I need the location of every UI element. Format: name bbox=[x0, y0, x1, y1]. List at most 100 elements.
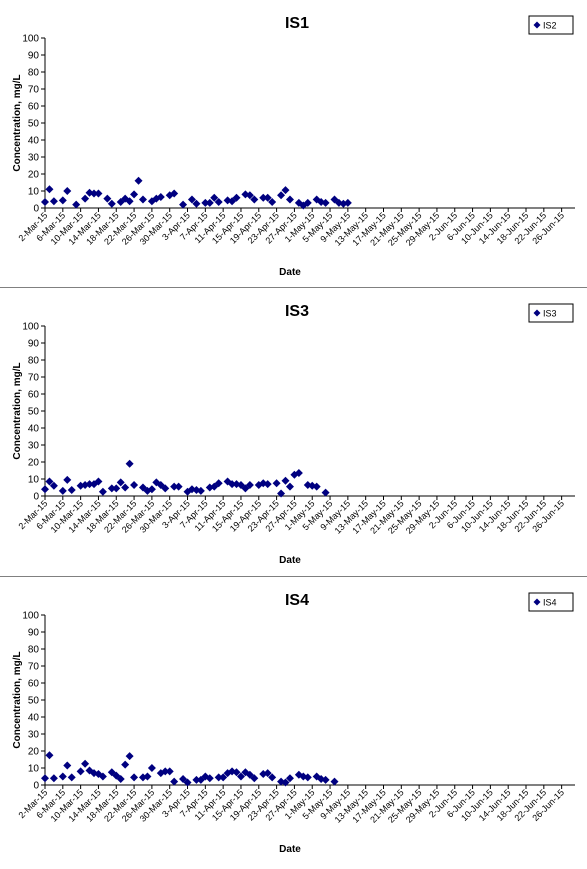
data-point bbox=[130, 773, 139, 782]
data-point bbox=[49, 774, 58, 783]
data-point bbox=[98, 487, 107, 496]
panel-divider bbox=[0, 287, 587, 288]
data-point bbox=[125, 752, 134, 761]
y-tick-label: 100 bbox=[22, 34, 39, 45]
x-axis-label: Date bbox=[279, 844, 301, 855]
data-point bbox=[161, 767, 170, 776]
data-point bbox=[63, 475, 72, 484]
data-point bbox=[49, 481, 58, 490]
data-point bbox=[94, 769, 103, 778]
data-point bbox=[41, 774, 49, 783]
y-tick-label: 90 bbox=[28, 51, 40, 62]
data-point bbox=[81, 759, 90, 768]
data-point bbox=[45, 477, 54, 486]
data-point bbox=[232, 193, 241, 202]
data-point bbox=[196, 486, 205, 495]
data-point bbox=[285, 482, 294, 491]
data-point bbox=[183, 778, 192, 787]
data-point bbox=[250, 774, 259, 783]
legend: IS3 bbox=[528, 303, 574, 323]
y-tick-label: 70 bbox=[28, 373, 40, 384]
data-point bbox=[219, 773, 228, 782]
y-tick-label: 60 bbox=[28, 390, 40, 401]
data-point bbox=[245, 480, 254, 489]
data-point bbox=[41, 198, 49, 207]
y-tick-label: 30 bbox=[28, 153, 40, 164]
data-point bbox=[343, 198, 352, 207]
y-tick-label: 70 bbox=[28, 662, 40, 673]
chart-title: IS3 bbox=[285, 303, 309, 320]
y-tick-label: 30 bbox=[28, 441, 40, 452]
data-point bbox=[161, 484, 170, 493]
y-tick-label: 20 bbox=[28, 747, 40, 758]
data-point bbox=[81, 194, 90, 203]
chart-panel-is4: IS4 IS4 0 10 20 30 40 50 60 70 80 90 100 2-Mar-15 6-Ma… bbox=[0, 577, 587, 869]
y-tick-label: 50 bbox=[28, 119, 40, 130]
data-point bbox=[259, 193, 268, 202]
data-point bbox=[116, 775, 125, 784]
data-point bbox=[214, 773, 223, 782]
data-point bbox=[192, 199, 201, 208]
data-point bbox=[236, 480, 245, 489]
data-point bbox=[187, 195, 196, 204]
y-tick-label: 100 bbox=[22, 611, 39, 622]
data-point bbox=[125, 459, 134, 468]
data-point bbox=[330, 777, 339, 786]
legend-box bbox=[528, 15, 574, 35]
data-point bbox=[228, 480, 237, 489]
data-point bbox=[94, 189, 103, 198]
y-tick-label: 90 bbox=[28, 339, 40, 350]
data-point bbox=[303, 773, 312, 782]
data-point bbox=[107, 484, 116, 493]
data-point bbox=[147, 485, 156, 494]
data-point bbox=[72, 200, 81, 209]
legend: IS4 bbox=[528, 592, 574, 612]
y-tick-label: 50 bbox=[28, 696, 40, 707]
data-point bbox=[192, 775, 201, 784]
data-point bbox=[170, 777, 179, 786]
y-tick-label: 90 bbox=[28, 628, 40, 639]
data-point bbox=[85, 480, 94, 489]
data-point bbox=[170, 189, 179, 198]
data-point bbox=[245, 191, 254, 200]
data-point bbox=[303, 198, 312, 207]
data-point bbox=[121, 483, 130, 492]
data-point bbox=[138, 195, 147, 204]
chart-title: IS1 bbox=[285, 15, 309, 32]
data-point bbox=[63, 761, 72, 770]
data-point bbox=[214, 479, 223, 488]
data-point bbox=[147, 764, 156, 772]
data-point bbox=[156, 769, 165, 778]
data-point bbox=[214, 198, 223, 207]
data-point bbox=[67, 486, 76, 495]
data-point bbox=[156, 192, 165, 201]
data-point bbox=[134, 176, 143, 185]
chart-panel-is1: IS1 IS2 0 10 20 30 40 50 60 70 80 90 100 2-Mar-15 6-Ma… bbox=[0, 0, 587, 287]
data-point bbox=[103, 194, 112, 203]
data-point bbox=[321, 198, 330, 207]
data-point bbox=[285, 774, 294, 783]
data-point bbox=[125, 197, 134, 206]
y-tick-label: 80 bbox=[28, 645, 40, 656]
legend-marker bbox=[533, 309, 541, 317]
data-point bbox=[63, 187, 72, 195]
data-point bbox=[130, 190, 139, 199]
data-point bbox=[228, 767, 237, 776]
legend-label: IS3 bbox=[543, 309, 557, 319]
data-point bbox=[121, 760, 130, 769]
data-point bbox=[179, 200, 188, 209]
data-point bbox=[165, 767, 174, 776]
y-tick-label: 20 bbox=[28, 170, 40, 181]
panel-divider bbox=[0, 576, 587, 577]
y-tick-label: 10 bbox=[28, 475, 40, 486]
data-point bbox=[67, 773, 76, 782]
y-tick-label: 70 bbox=[28, 85, 40, 96]
data-point bbox=[294, 469, 303, 478]
data-point bbox=[112, 484, 121, 493]
chart-is3: IS3 IS301020304050607080901002-Mar-156-Ma… bbox=[12, 303, 575, 566]
y-tick-label: 40 bbox=[28, 136, 40, 147]
y-tick-label: 10 bbox=[28, 187, 40, 198]
chart-title: IS4 bbox=[285, 592, 309, 609]
data-point bbox=[58, 196, 67, 205]
data-point bbox=[76, 481, 85, 490]
